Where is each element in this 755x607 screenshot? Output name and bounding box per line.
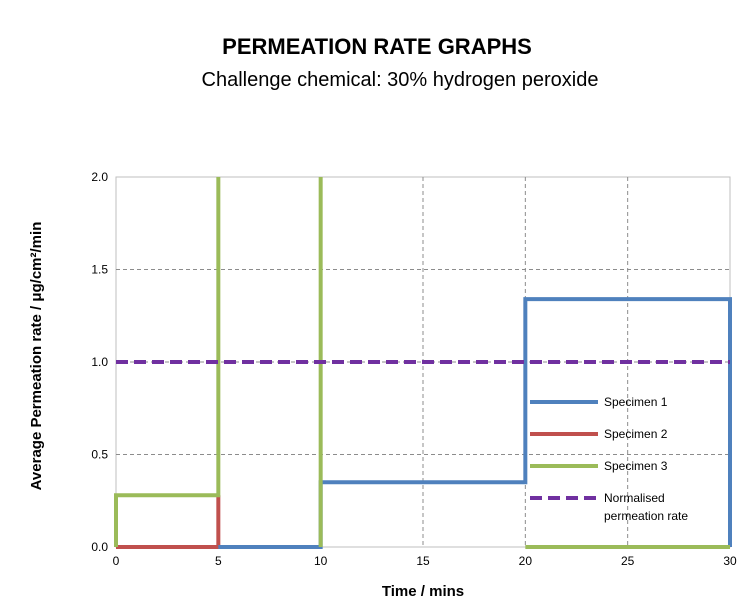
y-axis-label: Average Permeation rate / μg/cm²/min: [28, 222, 45, 491]
x-tick-label: 0: [113, 554, 120, 568]
y-tick-label: 2.0: [91, 170, 108, 184]
x-tick-label: 25: [621, 554, 635, 568]
legend-label-specimen-3: Specimen 3: [604, 459, 668, 473]
y-tick-label: 0.0: [91, 540, 108, 554]
y-tick-label: 0.5: [91, 448, 108, 462]
y-tick-label: 1.5: [91, 263, 108, 277]
series-line-specimen-3: [114, 177, 221, 547]
x-tick-label: 5: [215, 554, 222, 568]
legend-label-normalised-line1: Normalised: [604, 491, 665, 505]
chart-title: PERMEATION RATE GRAPHS: [222, 34, 532, 59]
legend-label-specimen-1: Specimen 1: [604, 395, 668, 409]
x-axis-label: Time / mins: [382, 583, 464, 600]
tick-labels: 0 5 10 15 20 25 30 0.0 0.5 1.0 1.5 2.0: [91, 170, 737, 568]
x-tick-label: 15: [416, 554, 430, 568]
x-tick-label: 10: [314, 554, 328, 568]
chart-subtitle: Challenge chemical: 30% hydrogen peroxid…: [202, 69, 599, 91]
legend-label-specimen-2: Specimen 2: [604, 427, 668, 441]
x-tick-label: 20: [519, 554, 533, 568]
legend: Specimen 1 Specimen 2 Specimen 3 Normali…: [530, 395, 688, 523]
series-layer: [114, 177, 732, 549]
y-tick-label: 1.0: [91, 355, 108, 369]
legend-label-normalised-line2: permeation rate: [604, 509, 688, 523]
x-tick-label: 30: [723, 554, 737, 568]
